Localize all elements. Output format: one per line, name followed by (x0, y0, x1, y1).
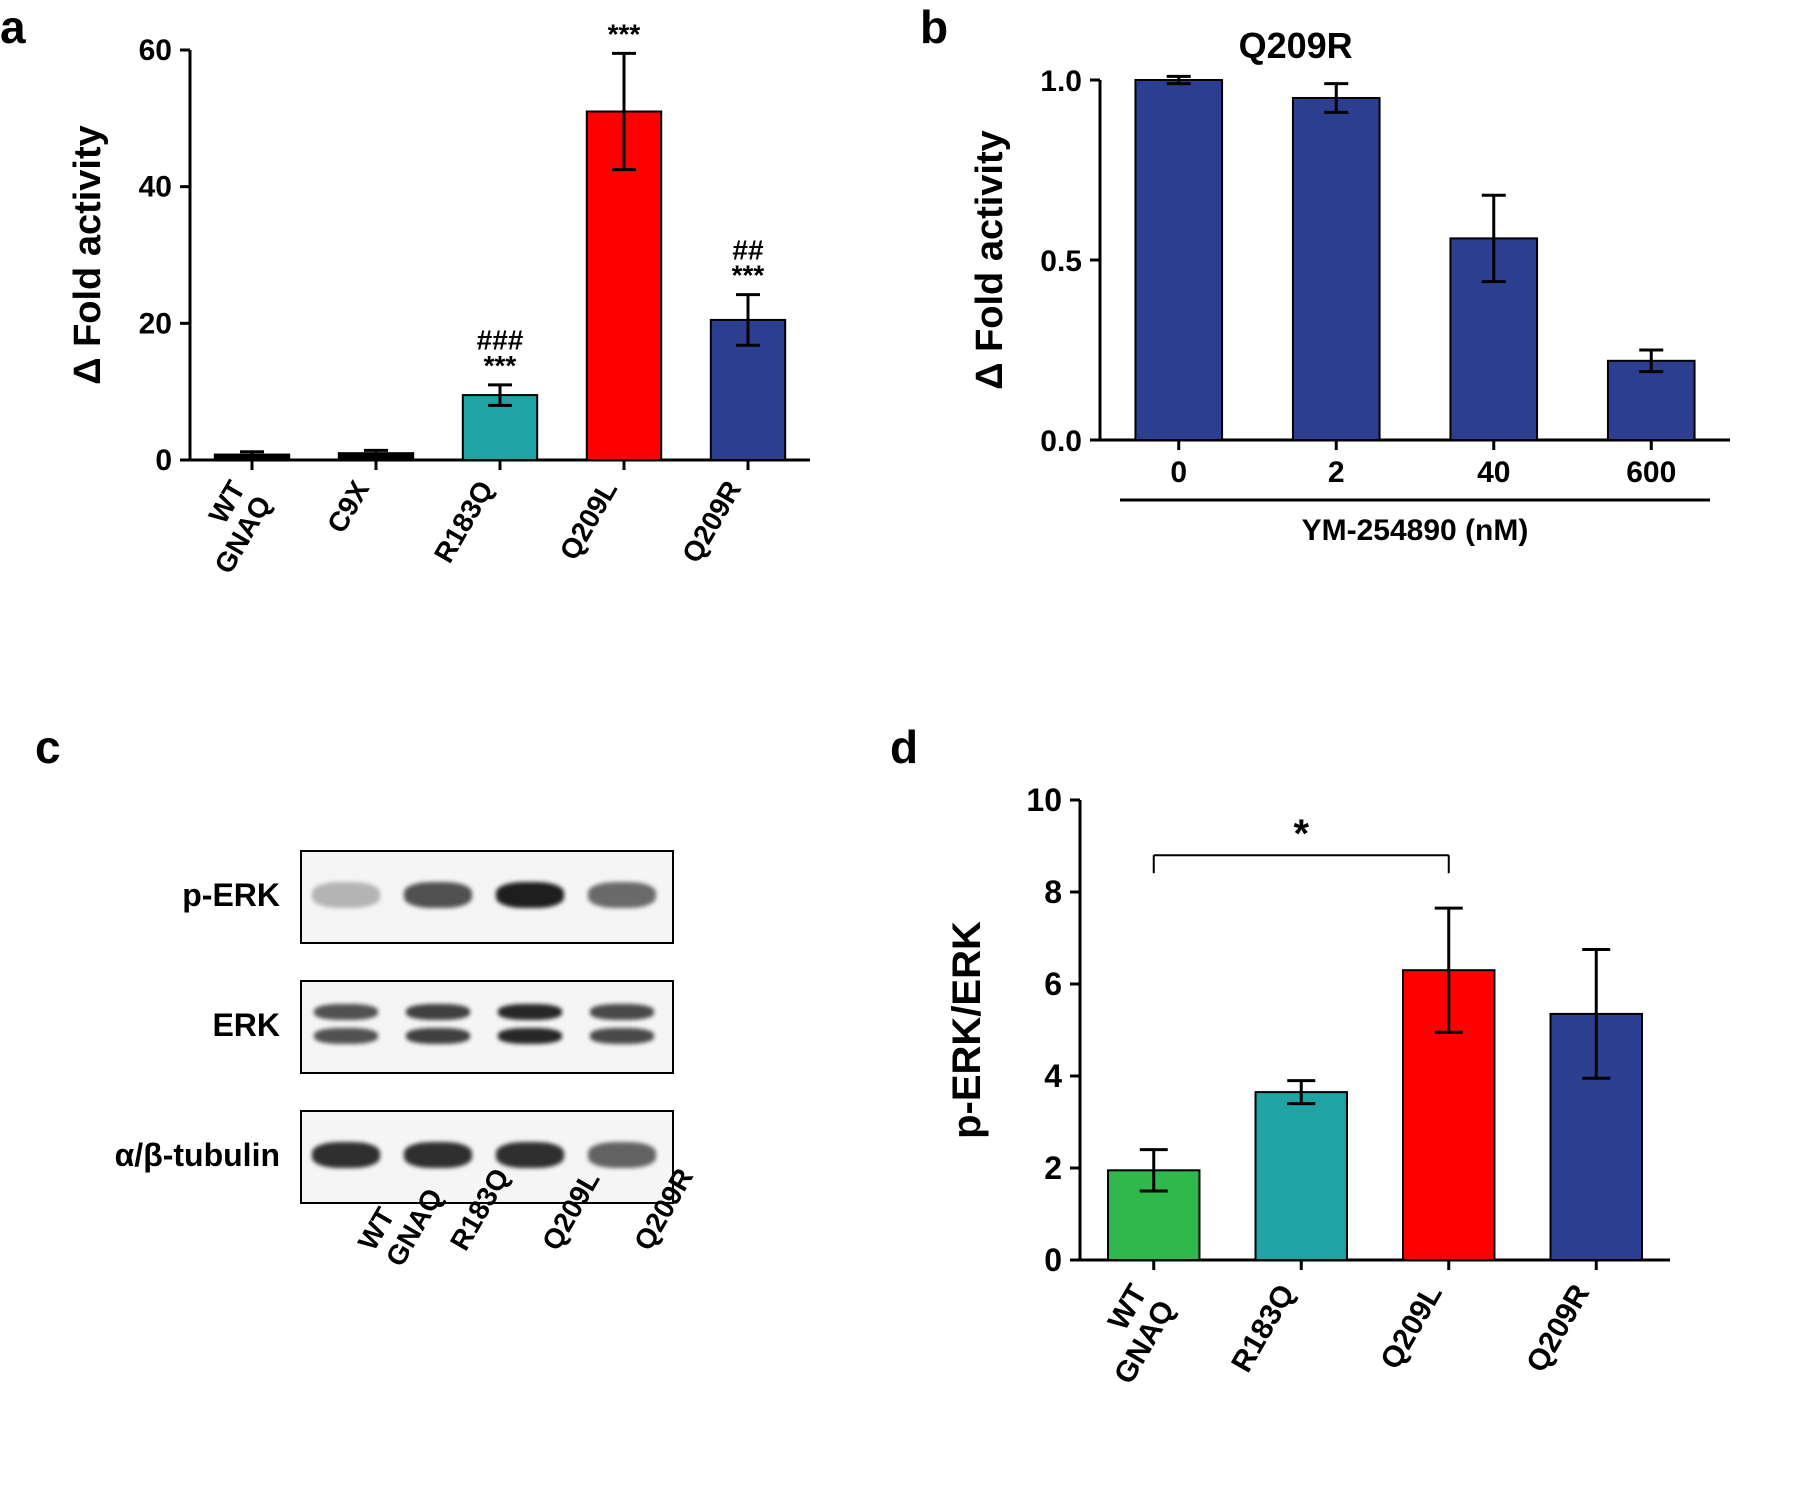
svg-text:Δ Fold activity: Δ Fold activity (969, 130, 1011, 390)
svg-text:8: 8 (1044, 874, 1062, 910)
western-blot-panel: p-ERKERKα/β-tubulinWT GNAQR183QQ209LQ209… (90, 820, 790, 1440)
svg-text:1.0: 1.0 (1040, 65, 1082, 98)
wb-row-label: α/β-tubulin (90, 1137, 280, 1174)
chart-b: Q209R Δ Fold activity 0.0 0.5 1.0 0 2 40 600 YM-2… (960, 20, 1760, 580)
svg-text:60: 60 (139, 34, 172, 67)
chart-d: p-ERK/ERK0246810WTGNAQR183QQ209LQ209R* (930, 760, 1710, 1480)
panel-d-label: d (890, 720, 918, 774)
svg-text:##: ## (732, 234, 764, 265)
panel-c-label: c (35, 720, 61, 774)
wb-band (406, 1028, 470, 1044)
wb-band (312, 882, 380, 908)
svg-text:R183Q: R183Q (428, 476, 499, 568)
svg-text:***: *** (608, 20, 641, 49)
wb-band (588, 1142, 656, 1168)
chart-a: Δ Fold activity0204060WTGNAQC9XR183Q***#… (60, 20, 840, 660)
wb-band (496, 1142, 564, 1168)
wb-band (498, 1004, 562, 1020)
wb-band (406, 1004, 470, 1020)
wb-row-label: ERK (90, 1007, 280, 1044)
svg-text:Q209R: Q209R (1520, 1279, 1596, 1378)
svg-text:*: * (1293, 812, 1309, 856)
wb-band (588, 882, 656, 908)
svg-text:40: 40 (1477, 456, 1510, 489)
wb-band (590, 1028, 654, 1044)
svg-text:40: 40 (139, 171, 172, 204)
svg-text:C9X: C9X (321, 475, 375, 538)
svg-text:YM-254890 (nM): YM-254890 (nM) (1302, 514, 1529, 547)
svg-text:6: 6 (1044, 966, 1062, 1002)
svg-text:0.0: 0.0 (1040, 425, 1082, 458)
svg-text:0: 0 (1044, 1242, 1062, 1278)
svg-text:Q209R: Q209R (1239, 25, 1353, 66)
wb-band (404, 1142, 472, 1168)
svg-text:2: 2 (1328, 456, 1345, 489)
panel-a-label: a (0, 0, 26, 54)
wb-band (404, 882, 472, 908)
svg-text:Q209L: Q209L (554, 476, 624, 566)
svg-text:p-ERK/ERK: p-ERK/ERK (945, 921, 989, 1139)
wb-band (498, 1028, 562, 1044)
svg-text:Q209L: Q209L (1374, 1279, 1448, 1375)
wb-row-label: p-ERK (90, 877, 280, 914)
svg-text:20: 20 (139, 307, 172, 340)
wb-band (312, 1142, 380, 1168)
svg-text:0: 0 (155, 444, 172, 477)
panel-b-label: b (920, 0, 948, 54)
svg-text:2: 2 (1044, 1150, 1062, 1186)
svg-text:###: ### (477, 325, 524, 356)
svg-text:R183Q: R183Q (1225, 1279, 1301, 1378)
svg-text:600: 600 (1626, 456, 1676, 489)
svg-text:Q209R: Q209R (676, 476, 747, 568)
svg-text:4: 4 (1044, 1058, 1062, 1094)
svg-text:0: 0 (1170, 456, 1187, 489)
wb-band (314, 1004, 378, 1020)
svg-text:10: 10 (1026, 782, 1062, 818)
wb-band (590, 1004, 654, 1020)
svg-text:0.5: 0.5 (1040, 245, 1082, 278)
wb-band (314, 1028, 378, 1044)
wb-band (496, 882, 564, 908)
svg-text:Δ Fold activity: Δ Fold activity (67, 125, 109, 385)
